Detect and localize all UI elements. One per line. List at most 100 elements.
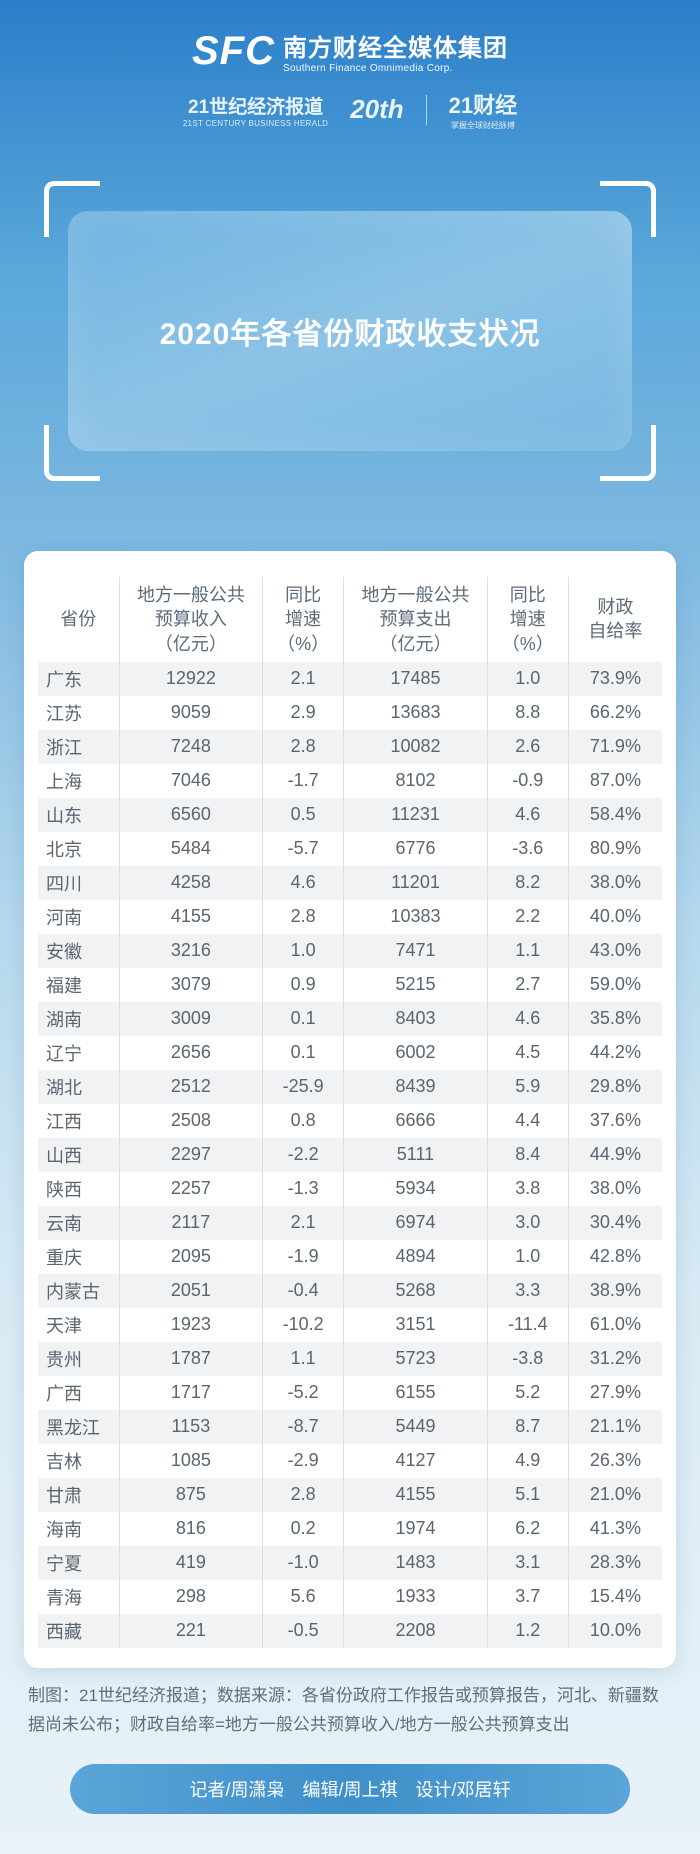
table-cell: 1085 [119, 1444, 263, 1478]
table-cell: 38.0% [568, 866, 662, 900]
table-cell: 6776 [344, 832, 488, 866]
herald-cn: 21世纪经济报道 [183, 92, 328, 119]
brand-name-cn: 南方财经全媒体集团 [283, 28, 508, 63]
table-row: 上海7046-1.78102-0.987.0% [38, 764, 662, 798]
table-cell: 2257 [119, 1172, 263, 1206]
table-row: 海南8160.219746.241.3% [38, 1512, 662, 1546]
table-cell: 4.9 [487, 1444, 568, 1478]
table-cell: 6560 [119, 798, 263, 832]
table-cell: 71.9% [568, 730, 662, 764]
table-cell: 0.9 [263, 968, 344, 1002]
table-row: 甘肃8752.841555.121.0% [38, 1478, 662, 1512]
table-row: 广东129222.1174851.073.9% [38, 662, 662, 696]
table-cell: 5934 [344, 1172, 488, 1206]
table-cell: -0.9 [487, 764, 568, 798]
table-cell: 43.0% [568, 934, 662, 968]
table-cell: -5.2 [263, 1376, 344, 1410]
table-row: 宁夏419-1.014833.128.3% [38, 1546, 662, 1580]
table-cell: 广东 [38, 662, 119, 696]
caijing-cn: 21财经 [449, 88, 517, 120]
table-cell: 天津 [38, 1308, 119, 1342]
table-cell: 21.1% [568, 1410, 662, 1444]
table-cell: 西藏 [38, 1614, 119, 1648]
table-cell: 3.7 [487, 1580, 568, 1614]
table-cell: -0.4 [263, 1274, 344, 1308]
table-cell: 2.7 [487, 968, 568, 1002]
table-cell: 8403 [344, 1002, 488, 1036]
table-row: 陕西2257-1.359343.838.0% [38, 1172, 662, 1206]
table-row: 吉林1085-2.941274.926.3% [38, 1444, 662, 1478]
table-cell: 2.1 [263, 662, 344, 696]
table-cell: 40.0% [568, 900, 662, 934]
table-cell: 61.0% [568, 1308, 662, 1342]
table-cell: 1.1 [263, 1342, 344, 1376]
table-row: 福建30790.952152.759.0% [38, 968, 662, 1002]
table-cell: -25.9 [263, 1070, 344, 1104]
table-row: 四川42584.6112018.238.0% [38, 866, 662, 900]
table-cell: 298 [119, 1580, 263, 1614]
table-header: 地方一般公共 预算支出 （亿元） [344, 577, 488, 662]
table-cell: 7248 [119, 730, 263, 764]
table-cell: 10082 [344, 730, 488, 764]
table-cell: 38.0% [568, 1172, 662, 1206]
table-cell: 江苏 [38, 696, 119, 730]
divider-icon [426, 95, 427, 125]
table-cell: 11201 [344, 866, 488, 900]
table-cell: 安徽 [38, 934, 119, 968]
table-cell: 6155 [344, 1376, 488, 1410]
table-cell: 8.2 [487, 866, 568, 900]
table-cell: 3216 [119, 934, 263, 968]
table-cell: 4.5 [487, 1036, 568, 1070]
table-cell: 山西 [38, 1138, 119, 1172]
title-frame: 2020年各省份财政收支状况 [44, 181, 656, 481]
table-cell: 2656 [119, 1036, 263, 1070]
table-row: 河南41552.8103832.240.0% [38, 900, 662, 934]
table-cell: 广西 [38, 1376, 119, 1410]
table-cell: 1.2 [487, 1614, 568, 1648]
table-row: 广西1717-5.261555.227.9% [38, 1376, 662, 1410]
table-row: 北京5484-5.76776-3.680.9% [38, 832, 662, 866]
table-cell: -3.6 [487, 832, 568, 866]
table-cell: 4127 [344, 1444, 488, 1478]
table-cell: 7471 [344, 934, 488, 968]
table-row: 湖南30090.184034.635.8% [38, 1002, 662, 1036]
table-cell: 8.4 [487, 1138, 568, 1172]
sfc-logo: SFC [192, 29, 275, 74]
table-cell: 云南 [38, 1206, 119, 1240]
table-cell: 8102 [344, 764, 488, 798]
table-cell: 42.8% [568, 1240, 662, 1274]
table-cell: 5.1 [487, 1478, 568, 1512]
table-cell: 37.6% [568, 1104, 662, 1138]
table-cell: 2208 [344, 1614, 488, 1648]
table-cell: 816 [119, 1512, 263, 1546]
table-cell: 北京 [38, 832, 119, 866]
table-cell: 3.8 [487, 1172, 568, 1206]
table-cell: 875 [119, 1478, 263, 1512]
table-row: 云南21172.169743.030.4% [38, 1206, 662, 1240]
table-cell: 3.0 [487, 1206, 568, 1240]
table-cell: -5.7 [263, 832, 344, 866]
table-cell: 贵州 [38, 1342, 119, 1376]
table-cell: 1717 [119, 1376, 263, 1410]
table-cell: 221 [119, 1614, 263, 1648]
table-row: 青海2985.619333.715.4% [38, 1580, 662, 1614]
table-row: 重庆2095-1.948941.042.8% [38, 1240, 662, 1274]
table-cell: 4.6 [487, 1002, 568, 1036]
table-cell: 9059 [119, 696, 263, 730]
table-cell: 15.4% [568, 1580, 662, 1614]
table-cell: 4155 [119, 900, 263, 934]
table-cell: 31.2% [568, 1342, 662, 1376]
table-cell: 5268 [344, 1274, 488, 1308]
table-cell: 2.1 [263, 1206, 344, 1240]
table-cell: 2.8 [263, 1478, 344, 1512]
brand-header: SFC 南方财经全媒体集团 Southern Finance Omnimedia… [0, 0, 700, 149]
table-cell: 0.2 [263, 1512, 344, 1546]
table-cell: 10383 [344, 900, 488, 934]
table-row: 山东65600.5112314.658.4% [38, 798, 662, 832]
table-row: 内蒙古2051-0.452683.338.9% [38, 1274, 662, 1308]
table-cell: 山东 [38, 798, 119, 832]
table-cell: -10.2 [263, 1308, 344, 1342]
table-cell: 2512 [119, 1070, 263, 1104]
table-cell: 28.3% [568, 1546, 662, 1580]
table-cell: 5215 [344, 968, 488, 1002]
